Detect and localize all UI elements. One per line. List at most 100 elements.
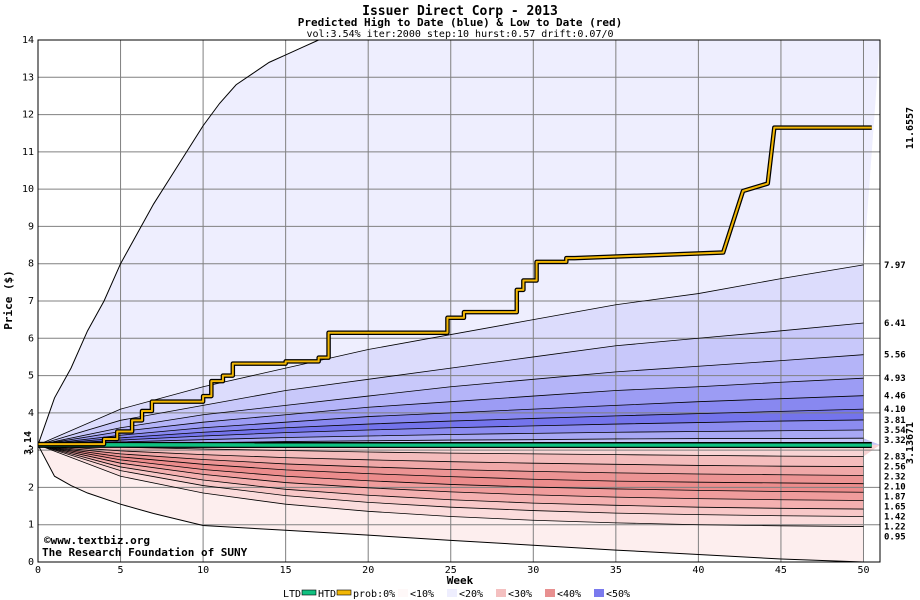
high-end-label-2: 5.56: [884, 351, 906, 361]
legend-b1-label: <10%: [410, 589, 434, 600]
legend-b5-label: <50%: [606, 589, 630, 600]
low-band-2: [38, 444, 864, 476]
high-quantile-curve-4: [37, 395, 864, 446]
high-quantile-curve-1: [37, 322, 864, 446]
high-quantile-curve-5: [37, 408, 864, 446]
x-tick-label-20: 20: [362, 565, 374, 576]
high-band-0: [38, 40, 880, 445]
high-end-label-3: 4.93: [884, 374, 906, 384]
legend-b2-label: <20%: [459, 589, 483, 600]
y-tick-label-4: 4: [28, 408, 34, 419]
low-end-label-3: 2.10: [884, 483, 906, 493]
low-quantile-curve-5: [37, 444, 864, 501]
high-end-label-7: 3.54: [884, 426, 906, 436]
legend-swatch-0: [398, 589, 408, 597]
high-quantile-curve-2: [37, 354, 864, 446]
chart-subtitle: Predicted High to Date (blue) & Low to D…: [298, 16, 623, 29]
htd-final-label: 11.6557: [905, 107, 916, 149]
x-tick-label-15: 15: [280, 565, 292, 576]
high-quantile-curve-3: [37, 377, 864, 446]
high-end-label-4: 4.46: [884, 392, 906, 402]
low-end-label-6: 1.42: [884, 513, 906, 523]
low-end-label-4: 1.87: [884, 493, 906, 503]
y-tick-label-6: 6: [28, 333, 34, 344]
high-end-label-5: 4.10: [884, 405, 906, 415]
x-axis-label: Week: [447, 574, 474, 587]
plot-frame: [37, 39, 881, 563]
y-tick-label-5: 5: [28, 371, 34, 382]
y-tick-label-7: 7: [28, 296, 34, 307]
start-value-label: 3.14: [23, 431, 34, 455]
high-quantile-curve-7: [37, 429, 864, 446]
quantile-curves: [37, 39, 864, 563]
legend-htd-label: HTD: [318, 589, 336, 600]
low-end-label-2: 2.32: [884, 473, 906, 483]
legend-swatch-1: [447, 589, 457, 597]
series-lines: [37, 125, 872, 449]
x-tick-label-30: 30: [527, 565, 539, 576]
low-quantile-curve-3: [37, 444, 864, 485]
low-quantile-curve-7: [37, 444, 864, 517]
legend-swatch-2: [496, 589, 506, 597]
legend-swatch-3: [545, 589, 555, 597]
x-tick-label-25: 25: [445, 565, 457, 576]
y-tick-label-3: 3: [28, 445, 34, 456]
x-tick-label-45: 45: [775, 565, 787, 576]
y-tick-label-14: 14: [22, 35, 34, 46]
y-tick-label-2: 2: [28, 482, 34, 493]
x-tick-label-50: 50: [857, 565, 869, 576]
low-band-9: [38, 444, 864, 562]
x-tick-label-5: 5: [118, 565, 124, 576]
x-tick-label-0: 0: [35, 565, 41, 576]
high-outer-envelope: [37, 39, 319, 446]
y-tick-label-10: 10: [22, 184, 34, 195]
low-quantile-curve-8: [37, 444, 864, 527]
y-tick-label-9: 9: [28, 221, 34, 232]
legend-ltd-label: LTD: [283, 589, 301, 600]
high-end-label-8: 3.32: [884, 436, 906, 446]
legend-b3-label: <30%: [508, 589, 532, 600]
low-quantile-curve-0: [37, 444, 864, 457]
high-quantile-curve-6: [37, 419, 864, 446]
watermark-line1: ©www.textbiz.org: [44, 534, 150, 547]
high-quantile-curve-0: [37, 264, 864, 446]
legend: LTD HTD prob:0% <10% <20% <30% <40% <50%: [283, 589, 630, 600]
ltd-final-label: 3.13671: [905, 422, 916, 464]
x-tick-label-35: 35: [610, 565, 622, 576]
low-quantile-curve-4: [37, 444, 864, 493]
low-end-label-7: 1.22: [884, 523, 906, 533]
low-quantile-curve-1: [37, 444, 864, 467]
y-axis-label: Price ($): [2, 270, 15, 330]
y-tick-label-12: 12: [22, 110, 34, 121]
low-end-label-5: 1.65: [884, 503, 906, 513]
watermark-line2: The Research Foundation of SUNY: [42, 546, 248, 559]
low-end-label-0: 2.83: [884, 452, 906, 462]
y-tick-label-8: 8: [28, 259, 34, 270]
x-tick-label-40: 40: [692, 565, 704, 576]
low-end-label-8: 0.95: [884, 533, 906, 543]
low-quantile-curve-2: [37, 444, 864, 476]
legend-ltd-swatch: [301, 589, 317, 596]
legend-htd-swatch: [336, 589, 352, 596]
y-tick-label-1: 1: [28, 520, 34, 531]
high-end-label-1: 6.41: [884, 319, 906, 329]
htd-line: [38, 126, 872, 446]
y-tick-label-0: 0: [28, 557, 34, 568]
y-tick-label-13: 13: [22, 72, 34, 83]
chart-title: Issuer Direct Corp - 2013: [362, 4, 558, 19]
low-band-3: [38, 444, 864, 484]
low-quantile-curve-6: [37, 444, 864, 510]
low-outer-envelope: [37, 444, 864, 563]
legend-prob-label: prob:0%: [353, 589, 395, 600]
y-tick-label-11: 11: [22, 147, 34, 158]
low-end-label-1: 2.56: [884, 463, 906, 473]
legend-swatch-4: [594, 589, 604, 597]
x-tick-label-10: 10: [197, 565, 209, 576]
chart-params: vol:3.54% iter:2000 step:10 hurst:0.57 d…: [306, 29, 613, 40]
high-end-label-6: 3.81: [884, 416, 906, 426]
high-end-label-0: 7.97: [884, 261, 906, 271]
legend-b4-label: <40%: [557, 589, 581, 600]
quantile-end-labels: 7.97 6.41 5.56 4.93 4.46 4.103.813.543.32 2.83…: [884, 261, 906, 543]
